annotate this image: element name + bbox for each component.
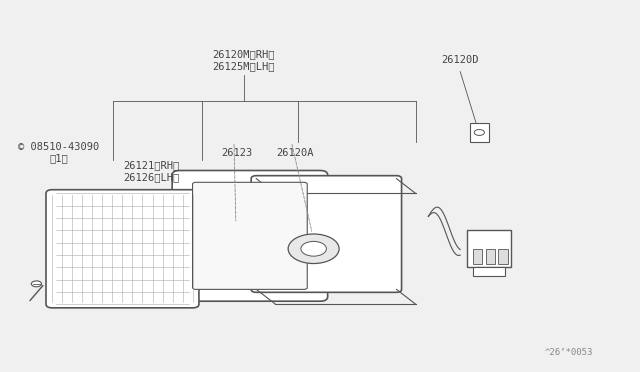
Circle shape — [288, 234, 339, 263]
Text: 26121〈RH〉
26126〈LH〉: 26121〈RH〉 26126〈LH〉 — [123, 160, 179, 182]
Text: 26120M〈RH〉
26125M〈LH〉: 26120M〈RH〉 26125M〈LH〉 — [212, 50, 275, 71]
FancyBboxPatch shape — [251, 176, 401, 292]
FancyBboxPatch shape — [46, 190, 199, 308]
Circle shape — [474, 129, 484, 135]
Text: © 08510-43090
（1）: © 08510-43090 （1） — [18, 142, 99, 164]
FancyBboxPatch shape — [473, 267, 505, 276]
Circle shape — [31, 281, 42, 287]
FancyBboxPatch shape — [473, 249, 483, 263]
FancyBboxPatch shape — [470, 123, 489, 142]
FancyBboxPatch shape — [193, 182, 307, 289]
Text: ^26’*0053: ^26’*0053 — [545, 348, 593, 357]
FancyBboxPatch shape — [172, 170, 328, 301]
FancyBboxPatch shape — [486, 249, 495, 263]
Text: 26120A: 26120A — [276, 148, 313, 158]
FancyBboxPatch shape — [467, 230, 511, 267]
FancyBboxPatch shape — [499, 249, 508, 263]
Circle shape — [301, 241, 326, 256]
Text: 26123: 26123 — [221, 148, 253, 158]
Text: 26120D: 26120D — [442, 55, 479, 65]
